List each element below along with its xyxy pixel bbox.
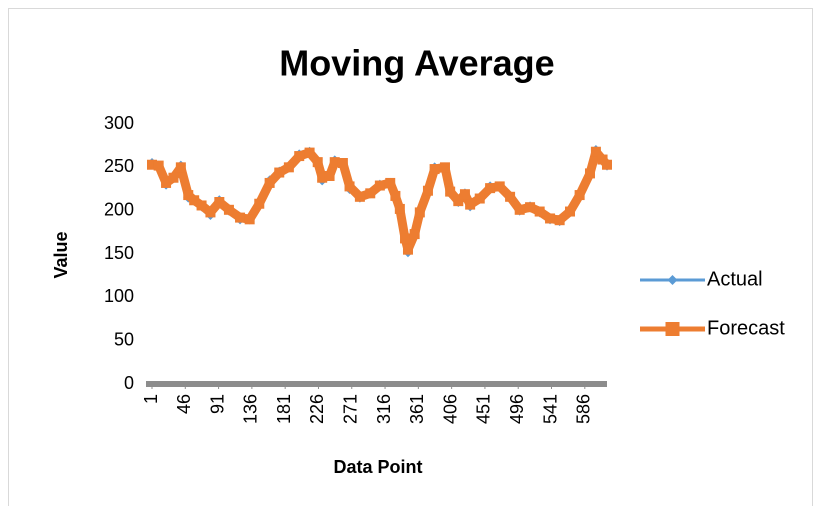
marker <box>168 172 179 183</box>
marker <box>147 159 157 170</box>
marker <box>354 191 365 202</box>
marker <box>264 177 275 188</box>
marker <box>244 214 255 225</box>
legend-label: Actual <box>707 268 763 290</box>
x-tick-label: 271 <box>341 394 361 424</box>
x-tick-label: 541 <box>540 394 560 424</box>
marker <box>189 195 200 206</box>
marker <box>365 188 376 199</box>
marker <box>485 183 496 194</box>
marker <box>196 200 207 211</box>
x-tick-label: 586 <box>574 394 594 424</box>
marker <box>545 213 556 224</box>
marker <box>465 199 476 210</box>
marker <box>254 198 265 209</box>
marker <box>175 162 186 173</box>
x-tick-label: 226 <box>307 394 327 424</box>
y-tick-label: 300 <box>104 113 134 133</box>
marker <box>597 154 608 165</box>
marker <box>565 206 576 217</box>
marker <box>400 233 411 244</box>
marker <box>402 244 413 255</box>
marker <box>445 186 456 197</box>
y-tick-label: 0 <box>124 373 134 393</box>
marker <box>422 185 433 196</box>
marker <box>223 204 234 215</box>
marker <box>459 189 470 200</box>
marker <box>414 207 425 218</box>
y-tick-label: 250 <box>104 156 134 176</box>
marker <box>494 181 505 192</box>
x-tick-label: 316 <box>374 394 394 424</box>
marker <box>337 158 348 168</box>
marker <box>205 207 216 218</box>
marker <box>602 159 612 170</box>
chart-title: Moving Average <box>279 43 554 84</box>
marker <box>153 160 164 171</box>
marker <box>429 164 440 175</box>
marker <box>574 190 585 201</box>
y-axis-label: Value <box>51 231 71 278</box>
y-tick-label: 100 <box>104 286 134 306</box>
marker <box>283 162 294 173</box>
y-tick-label: 200 <box>104 199 134 219</box>
marker <box>161 177 172 188</box>
marker <box>317 172 328 183</box>
marker <box>374 180 385 191</box>
marker <box>344 181 355 192</box>
marker <box>514 204 525 215</box>
marker <box>525 202 536 213</box>
chart-border <box>8 8 813 509</box>
marker <box>534 206 545 217</box>
marker <box>274 167 285 178</box>
marker <box>183 190 194 201</box>
marker <box>505 191 516 202</box>
marker <box>584 168 595 179</box>
marker <box>474 193 485 204</box>
marker <box>304 147 315 158</box>
x-tick-label: 451 <box>474 394 494 424</box>
marker <box>329 157 340 168</box>
x-tick-label: 496 <box>507 394 527 424</box>
x-tick-label: 181 <box>274 394 294 424</box>
y-tick-label: 150 <box>104 243 134 263</box>
marker <box>294 151 305 162</box>
marker <box>439 162 450 173</box>
marker <box>667 275 678 285</box>
x-tick-label: 46 <box>174 394 194 414</box>
x-tick-label: 136 <box>241 394 261 424</box>
x-tick-label: 361 <box>407 394 427 424</box>
marker <box>385 177 396 188</box>
x-tick-label: 91 <box>207 394 227 414</box>
marker <box>554 215 565 226</box>
marker <box>394 203 405 214</box>
x-tick-label: 1 <box>141 394 161 404</box>
marker <box>665 322 680 336</box>
marker <box>409 229 420 240</box>
marker <box>590 146 601 157</box>
marker <box>235 212 246 223</box>
marker <box>453 196 464 207</box>
marker <box>390 190 401 201</box>
marker <box>312 157 323 168</box>
marker <box>214 197 225 207</box>
y-tick-label: 50 <box>114 329 134 349</box>
legend-label: Forecast <box>707 317 785 339</box>
x-axis-label: Data Point <box>333 457 422 477</box>
x-tick-label: 406 <box>440 394 460 424</box>
marker <box>324 171 335 181</box>
